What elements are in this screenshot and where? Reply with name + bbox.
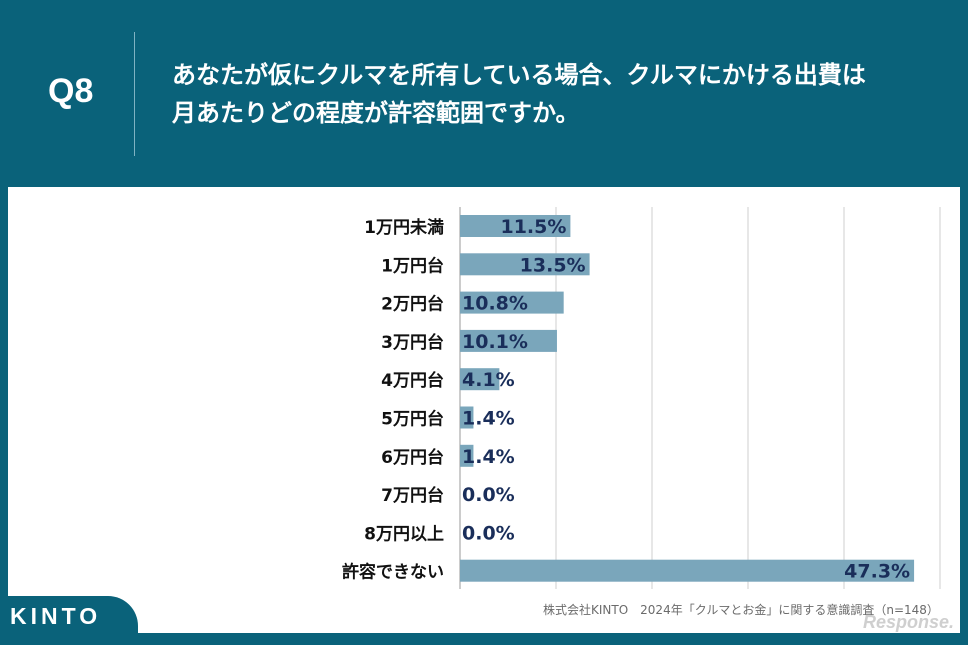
brand-tab [0,596,138,645]
value-label: 1.4% [462,446,515,468]
bar [460,253,590,276]
response-watermark: Response. [862,612,954,632]
bar-chart: 1万円未満 11.5% 1万円台 13.5% 2万円台 10.8% 3万円台 10.1% 4万円… [342,207,941,589]
question-line-1: あなたが仮にクルマを所有している場合、クルマにかける出費は [172,61,866,89]
bar [460,406,474,429]
category-label: 2万円台 [381,294,444,315]
value-label: 10.1% [462,331,528,353]
value-label: 1.4% [462,408,515,430]
chart-panel: 1万円未満 11.5% 1万円台 13.5% 2万円台 10.8% 3万円台 10.1% 4万円… [8,187,960,633]
category-label: 7万円台 [381,485,444,506]
category-label: 6万円台 [381,447,444,468]
bar [460,215,571,237]
value-label: 10.8% [462,293,528,315]
category-label: 5万円台 [381,409,444,430]
category-label: 許容できない [342,562,444,583]
value-label: 0.0% [462,522,515,544]
value-label: 4.1% [462,369,515,391]
category-label: 3万円台 [381,332,444,353]
question-number: Q8 [48,72,94,110]
bar [460,559,915,582]
category-label: 1万円未満 [364,217,444,238]
value-label: 47.3% [844,561,910,583]
value-label: 13.5% [520,254,586,276]
category-label: 1万円台 [381,255,444,276]
bar [460,368,500,391]
category-label: 8万円以上 [364,524,444,544]
bar [460,329,557,352]
kinto-logo: KINTO [10,603,102,629]
question-line-2: 月あたりどの程度が許容範囲ですか。 [172,99,580,127]
source-note: 株式会社KINTO 2024年「クルマとお金」に関する意識調査（n=148） [543,603,939,617]
value-label: 0.0% [462,484,515,506]
category-label: 4万円台 [381,370,444,391]
value-label: 11.5% [500,216,566,238]
question-text: あなたが仮にクルマを所有している場合、クルマにかける出費は 月あたりどの程度が許… [172,56,952,132]
bar [460,291,564,314]
bar [460,444,474,467]
header-divider [134,32,135,156]
